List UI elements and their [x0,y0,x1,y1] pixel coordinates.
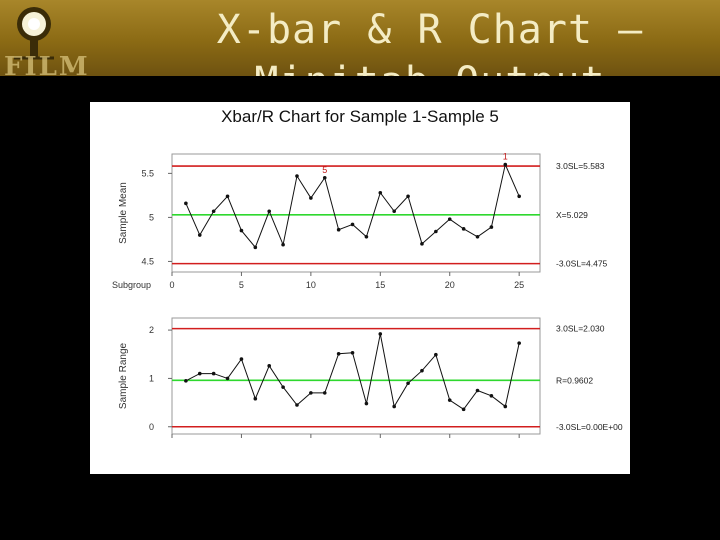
data-point [350,351,355,355]
x-tick-label: 0 [169,280,174,290]
data-point [197,371,202,376]
data-point [378,332,383,336]
data-point [489,394,494,398]
data-point [461,227,466,231]
data-point [267,209,272,214]
slide-title: X-bar & R Chart – Minitab Output [216,7,644,76]
data-point [434,352,438,357]
data-point [281,385,285,389]
data-point [517,341,521,345]
x-tick-label: 5 [239,280,244,290]
center-line-label: X=5.029 [556,210,588,220]
series-line [185,333,520,411]
y-axis-label: Sample Range [118,342,129,409]
data-point [392,209,396,214]
control-limit-label: 3.0SL=2.030 [556,324,605,334]
data-point [295,174,299,178]
data-point [475,234,480,239]
data-point [211,209,216,214]
x-axis-label: Subgroup [112,280,151,290]
data-point [378,190,383,195]
data-point [184,201,188,206]
data-point [225,376,230,381]
data-point [503,404,508,409]
data-point [406,194,410,199]
control-limit-label: -3.0SL=4.475 [556,259,608,269]
data-point [350,222,355,227]
test-failure-marker: 5 [322,165,327,175]
film-decor-text: FILM [4,52,90,76]
data-point [309,391,313,395]
control-limit-label: -3.0SL=0.00E+00 [556,422,623,432]
y-tick-label: 1 [149,373,154,383]
data-point [322,175,327,180]
data-point [434,229,438,234]
data-point [420,368,424,373]
chart-panel: Xbar/R Chart for Sample 1-Sample 5 3.0SL… [90,102,630,474]
data-point [336,227,341,232]
x-tick-label: 15 [375,280,385,290]
y-tick-label: 4.5 [141,256,154,266]
data-point [447,217,452,221]
plot-frame [171,317,541,435]
slide-banner: FILM X-bar & R Chart – Minitab Output [0,0,720,76]
control-limit-label: 3.0SL=5.583 [556,161,605,171]
data-point [225,194,230,199]
data-point [309,196,313,200]
data-point [406,381,410,386]
y-tick-label: 0 [149,422,154,432]
data-point [295,403,299,407]
data-point [461,407,466,412]
data-point [447,398,452,402]
data-point [503,162,508,167]
test-failure-marker: 1 [503,152,508,162]
data-point [517,194,521,199]
data-point [336,351,341,356]
chart-title: Xbar/R Chart for Sample 1-Sample 5 [221,107,499,126]
plot-frame [171,153,541,273]
center-line-label: R=0.9602 [556,375,593,385]
x-tick-label: 25 [514,280,524,290]
data-point [322,391,327,395]
spotlight-icon [14,7,54,60]
y-tick-label: 5 [149,212,154,222]
data-point [184,379,188,383]
data-point [475,388,480,393]
data-point [239,357,244,361]
y-tick-label: 5.5 [141,168,154,178]
xbar-r-chart: 3.0SL=5.583 X=5.029 -3.0SL=4.475 4.5 5 5.5 Sam… [112,152,623,438]
data-point [364,234,369,239]
data-point [253,396,258,401]
x-tick-label: 20 [445,280,455,290]
data-point [267,364,272,368]
data-point [253,245,258,250]
data-point [364,401,369,406]
x-tick-label: 10 [306,280,316,290]
data-point [211,371,216,376]
y-tick-label: 2 [149,325,154,335]
data-point [420,242,424,246]
data-point [197,233,202,237]
series-line [185,162,520,249]
data-point [489,225,494,229]
y-axis-label: Sample Mean [118,182,129,244]
data-point [392,404,396,409]
data-point [239,228,244,233]
data-point [281,242,285,247]
